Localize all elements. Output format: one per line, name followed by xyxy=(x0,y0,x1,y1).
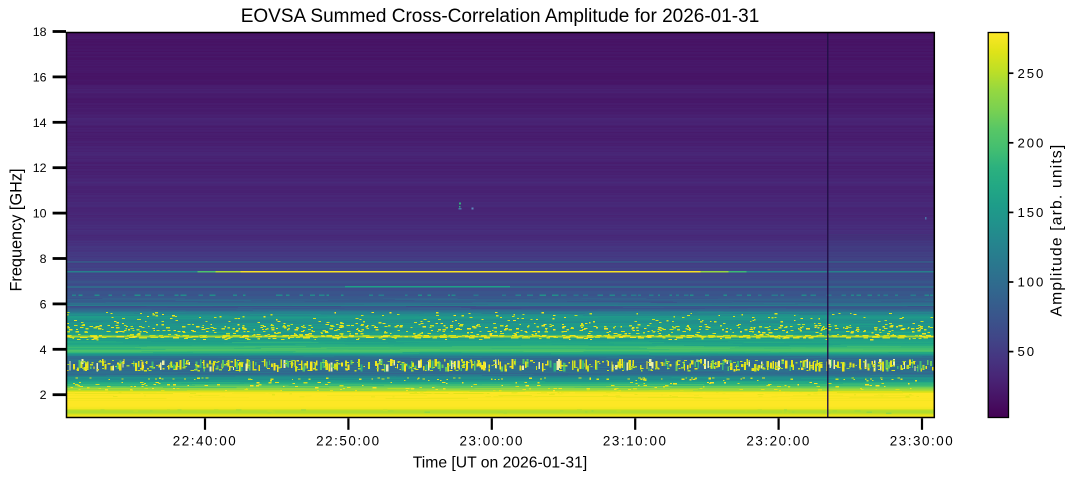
svg-text:18: 18 xyxy=(33,25,47,39)
svg-text:22:40:00: 22:40:00 xyxy=(173,434,238,449)
svg-text:Frequency [GHz]: Frequency [GHz] xyxy=(8,168,26,291)
svg-text:23:00:00: 23:00:00 xyxy=(460,434,525,449)
svg-text:Amplitude [arb. units]: Amplitude [arb. units] xyxy=(1049,144,1066,317)
svg-text:100: 100 xyxy=(1018,275,1046,290)
svg-text:6: 6 xyxy=(40,297,47,311)
svg-text:12: 12 xyxy=(33,161,47,175)
svg-text:150: 150 xyxy=(1018,205,1046,220)
svg-text:200: 200 xyxy=(1018,135,1046,150)
svg-text:10: 10 xyxy=(33,207,47,221)
svg-text:23:10:00: 23:10:00 xyxy=(603,434,668,449)
svg-text:250: 250 xyxy=(1018,66,1046,81)
svg-text:50: 50 xyxy=(1018,344,1036,359)
svg-text:23:30:00: 23:30:00 xyxy=(890,434,955,449)
svg-text:23:20:00: 23:20:00 xyxy=(746,434,811,449)
svg-text:Time [UT on 2026-01-31]: Time [UT on 2026-01-31] xyxy=(413,454,587,471)
svg-text:22:50:00: 22:50:00 xyxy=(316,434,381,449)
svg-text:16: 16 xyxy=(33,70,47,84)
svg-text:EOVSA Summed Cross-Correlation: EOVSA Summed Cross-Correlation Amplitude… xyxy=(241,6,760,27)
svg-text:14: 14 xyxy=(33,116,47,130)
svg-text:8: 8 xyxy=(40,252,47,266)
svg-text:2: 2 xyxy=(40,388,47,402)
svg-text:4: 4 xyxy=(40,343,47,357)
